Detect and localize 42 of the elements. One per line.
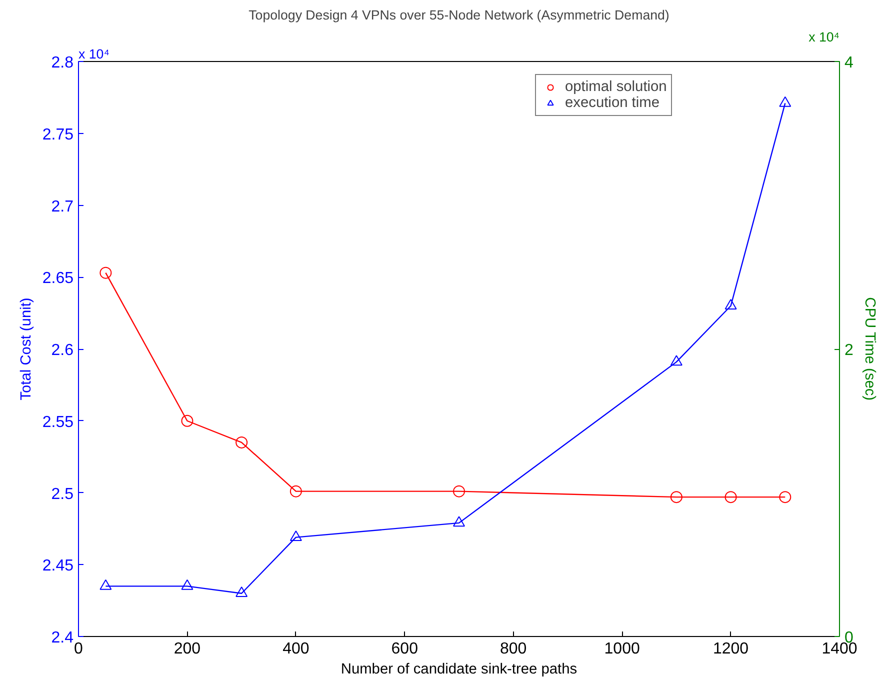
y-axis-title: Total Cost (unit)	[18, 298, 34, 400]
point	[100, 266, 112, 279]
y-tick-label: 2.75	[42, 126, 74, 144]
point	[290, 530, 302, 541]
y-tick-label: 2.7	[51, 198, 74, 216]
point	[453, 516, 465, 527]
text: x 10⁴	[78, 46, 110, 62]
point	[236, 586, 248, 598]
point	[724, 491, 737, 504]
legend-label: execution time	[565, 95, 660, 111]
y2-tick-label: 4	[844, 54, 854, 72]
point	[670, 491, 682, 504]
y2-axis-title: CPU Time (sec)	[861, 297, 878, 401]
y-tick-label: 2.5	[51, 486, 74, 503]
x-axis-title: Number of candidate sink-tree paths	[340, 662, 578, 678]
x-tick-label: 1000	[604, 640, 640, 658]
y-tick-label: 2.45	[42, 558, 74, 575]
point	[236, 436, 248, 448]
y-tick-label: 2.8	[51, 54, 74, 72]
point	[453, 485, 465, 498]
x-tick-label: 600	[391, 640, 418, 658]
point	[290, 485, 302, 498]
x-tick-label: 400	[282, 640, 310, 658]
x-tick-label: 200	[174, 640, 201, 658]
point	[724, 299, 737, 310]
point	[181, 414, 194, 427]
point	[779, 96, 792, 107]
point	[779, 491, 792, 504]
point	[181, 579, 194, 590]
x-tick-label: 800	[500, 640, 527, 658]
point	[670, 355, 682, 366]
y-tick-label: 2.65	[42, 270, 74, 288]
point	[100, 579, 112, 590]
legend-label: optimal solution	[565, 79, 667, 95]
chart-title: Topology Design 4 VPNs over 55-Node Network (Asymmetric Demand)	[248, 8, 670, 22]
x-tick-label: 1200	[712, 640, 749, 658]
y-tick-label: 2.6	[51, 342, 74, 359]
y-tick-label: 2.4	[51, 630, 74, 646]
y-tick-label: 2.55	[42, 414, 74, 431]
x-tick-label: 0	[74, 640, 84, 658]
text: x 10⁴	[808, 30, 840, 44]
y2-tick-label: 2	[844, 342, 854, 359]
